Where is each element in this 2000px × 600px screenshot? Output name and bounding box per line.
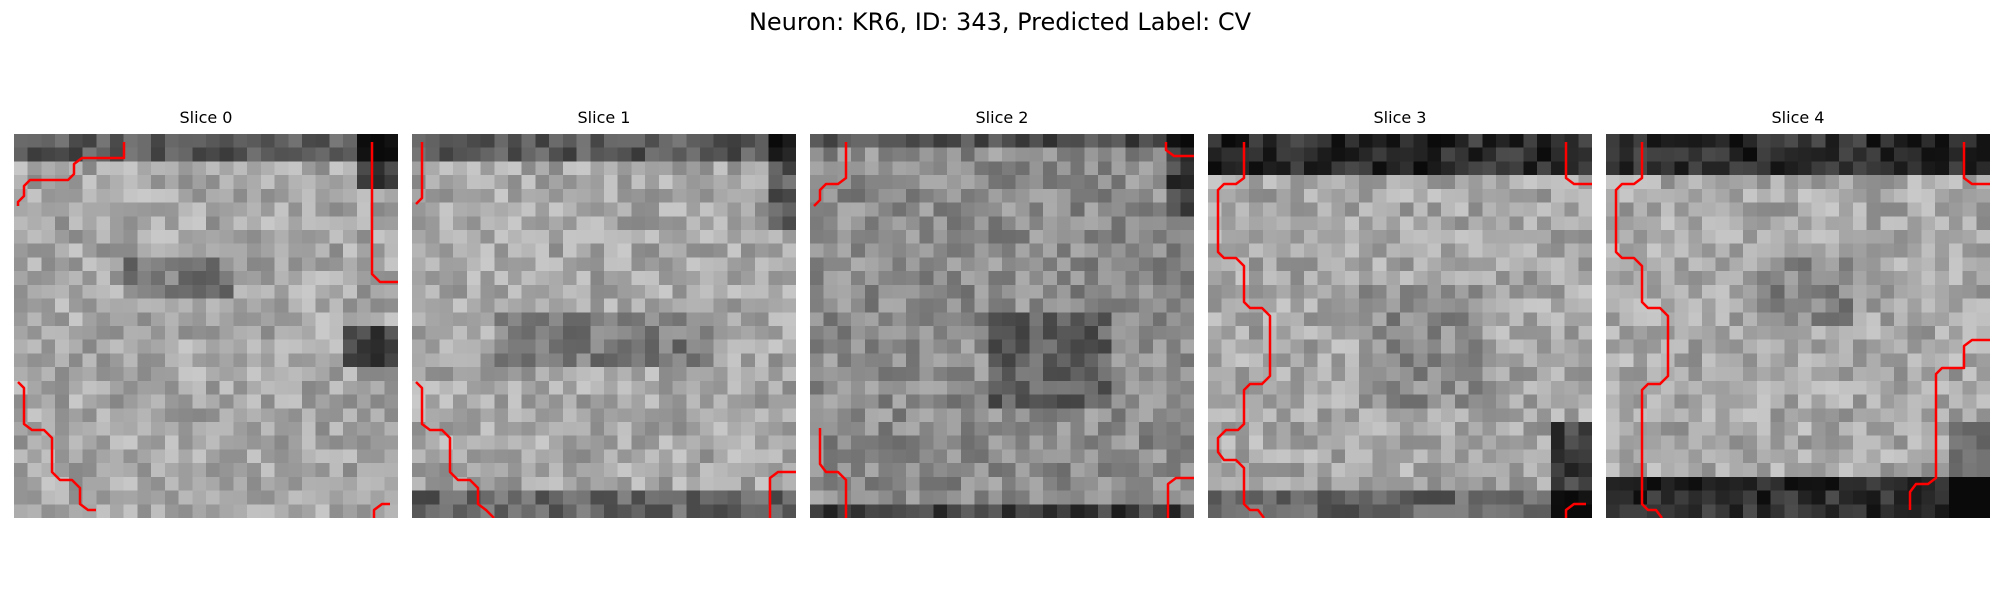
contour-line bbox=[370, 142, 398, 284]
slice-title-2: Slice 2 bbox=[975, 108, 1029, 127]
contour-line bbox=[415, 142, 424, 205]
slice-image-0 bbox=[14, 134, 398, 518]
slice-title-0: Slice 0 bbox=[179, 108, 233, 127]
slice-title-3: Slice 3 bbox=[1373, 108, 1427, 127]
slice-title-1: Slice 1 bbox=[577, 108, 631, 127]
slice-image-2 bbox=[810, 134, 1194, 518]
contour-line bbox=[818, 428, 848, 518]
contour-line bbox=[372, 502, 390, 518]
slice-panel-3: Slice 3 bbox=[1208, 106, 1592, 518]
contour-line bbox=[17, 381, 96, 512]
slice-panel-4: Slice 4 bbox=[1606, 106, 1990, 518]
contour-line bbox=[768, 470, 796, 518]
contour-line bbox=[1166, 476, 1194, 518]
slice-title-4: Slice 4 bbox=[1771, 108, 1825, 127]
contour-line bbox=[1962, 142, 1990, 186]
slice-image-3 bbox=[1208, 134, 1592, 518]
contour-line bbox=[1564, 142, 1592, 186]
contour-line bbox=[1564, 502, 1586, 518]
contour-line bbox=[415, 381, 495, 518]
contour-line bbox=[1164, 142, 1194, 158]
contour-line bbox=[1614, 142, 1670, 518]
slice-panel-2: Slice 2 bbox=[810, 106, 1194, 518]
contour-line bbox=[16, 142, 126, 206]
slice-image-4 bbox=[1606, 134, 1990, 518]
contour-line bbox=[813, 142, 848, 207]
contour-line bbox=[1216, 142, 1272, 518]
figure-suptitle: Neuron: KR6, ID: 343, Predicted Label: C… bbox=[748, 8, 1252, 36]
contour-line bbox=[1908, 338, 1990, 510]
slice-image-1 bbox=[412, 134, 796, 518]
slice-panel-0: Slice 0 bbox=[14, 106, 398, 518]
slice-panel-1: Slice 1 bbox=[412, 106, 796, 518]
